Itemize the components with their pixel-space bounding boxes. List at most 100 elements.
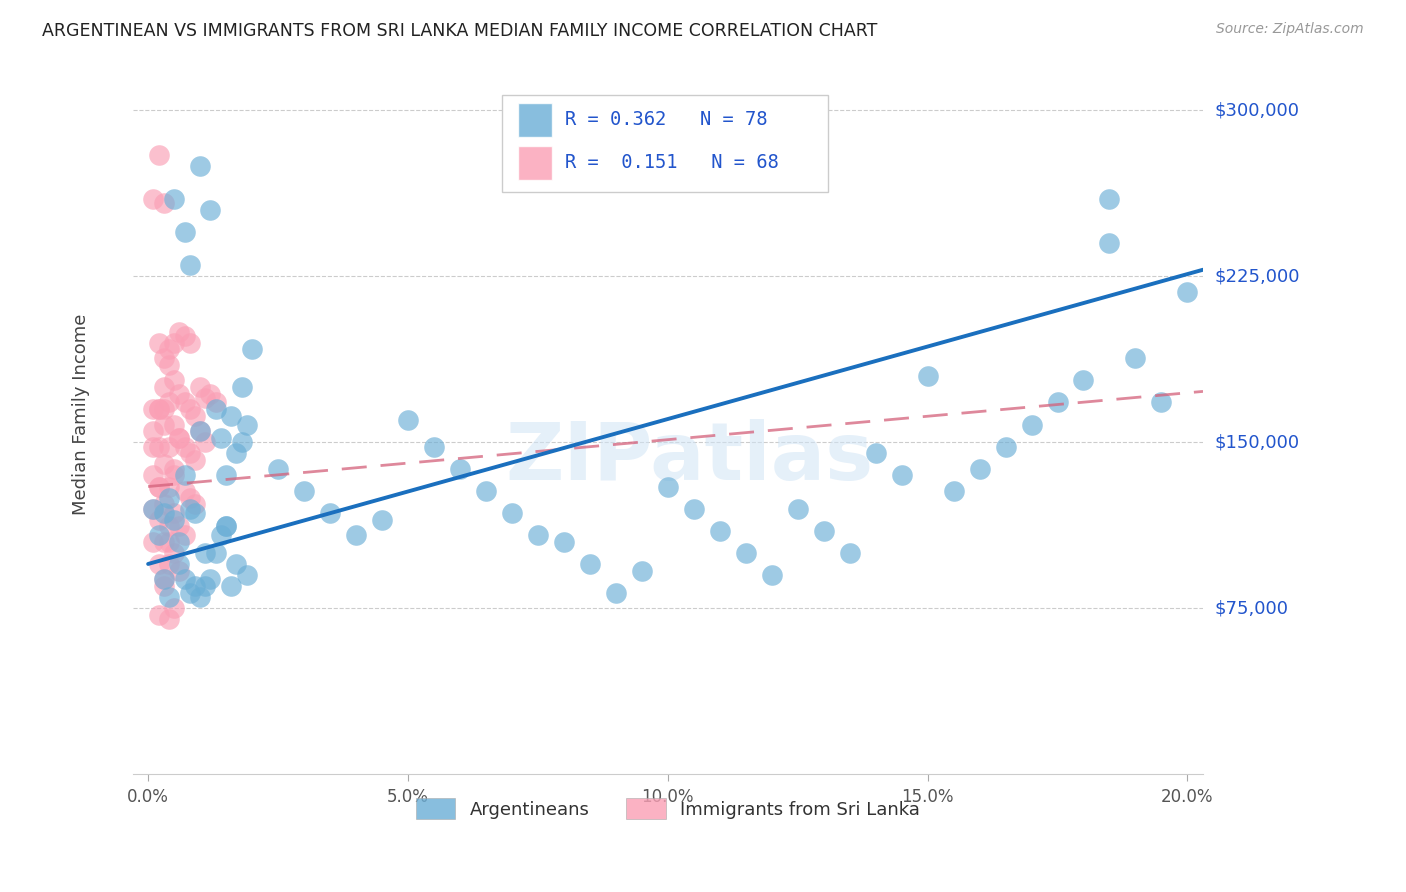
Point <box>142 501 165 516</box>
Point <box>152 497 174 511</box>
Point <box>142 402 165 417</box>
Point <box>1125 351 1147 366</box>
Point <box>152 417 174 432</box>
Point <box>225 446 247 460</box>
Point <box>188 159 211 173</box>
Point <box>194 546 217 560</box>
Point <box>173 395 195 409</box>
Text: R = 0.362   N = 78: R = 0.362 N = 78 <box>565 111 768 129</box>
Point <box>215 468 238 483</box>
Point <box>236 417 259 432</box>
Point <box>142 501 165 516</box>
Point <box>148 147 170 161</box>
Point <box>169 564 191 578</box>
Point <box>179 446 201 460</box>
Point <box>734 546 756 560</box>
Point <box>157 491 180 505</box>
Point <box>1177 285 1199 299</box>
Point <box>152 458 174 472</box>
Point <box>184 453 207 467</box>
Point <box>157 534 180 549</box>
Point <box>173 468 195 483</box>
Point <box>194 435 217 450</box>
Point <box>942 483 965 498</box>
Point <box>579 557 602 571</box>
Point <box>194 579 217 593</box>
Point <box>169 386 191 401</box>
Point <box>169 431 191 445</box>
Point <box>501 506 523 520</box>
Point <box>173 225 195 239</box>
Point <box>179 491 201 505</box>
Point <box>148 528 170 542</box>
Point <box>553 534 575 549</box>
Point <box>969 462 991 476</box>
Point <box>179 402 201 417</box>
Point <box>371 513 394 527</box>
Text: $150,000: $150,000 <box>1215 434 1299 451</box>
Point <box>1046 395 1069 409</box>
Point <box>219 579 242 593</box>
Point <box>163 462 186 476</box>
Text: $225,000: $225,000 <box>1215 268 1299 285</box>
Point <box>188 590 211 604</box>
Point <box>423 440 446 454</box>
Legend: Argentineans, Immigrants from Sri Lanka: Argentineans, Immigrants from Sri Lanka <box>409 791 927 826</box>
Point <box>142 468 165 483</box>
Point <box>890 468 912 483</box>
Point <box>163 513 186 527</box>
Point <box>173 440 195 454</box>
Point <box>157 395 180 409</box>
Point <box>157 343 180 357</box>
Point <box>152 196 174 211</box>
Point <box>994 440 1017 454</box>
Point <box>179 335 201 350</box>
FancyBboxPatch shape <box>517 145 553 180</box>
Point <box>169 431 191 445</box>
Point <box>236 568 259 582</box>
Point <box>184 579 207 593</box>
Point <box>157 612 180 626</box>
Point <box>179 585 201 599</box>
Point <box>709 524 731 538</box>
Point <box>231 380 253 394</box>
Point <box>1021 417 1043 432</box>
Point <box>449 462 471 476</box>
Point <box>319 506 342 520</box>
Point <box>865 446 887 460</box>
Point <box>163 192 186 206</box>
Point <box>163 373 186 387</box>
Text: R =  0.151   N = 68: R = 0.151 N = 68 <box>565 153 779 172</box>
Point <box>188 424 211 438</box>
Point <box>184 409 207 423</box>
Point <box>152 506 174 520</box>
Text: Median Family Income: Median Family Income <box>72 314 90 516</box>
Point <box>215 519 238 533</box>
Point <box>188 424 211 438</box>
Point <box>169 325 191 339</box>
Point <box>163 468 186 483</box>
Point <box>917 368 939 383</box>
Point <box>188 380 211 394</box>
Point <box>157 479 180 493</box>
Point <box>786 501 808 516</box>
Point <box>200 573 222 587</box>
Point <box>148 513 170 527</box>
Point <box>148 479 170 493</box>
Point <box>179 258 201 272</box>
Point <box>163 506 186 520</box>
Point <box>204 402 226 417</box>
Point <box>219 409 242 423</box>
Point <box>157 358 180 372</box>
Text: Source: ZipAtlas.com: Source: ZipAtlas.com <box>1216 22 1364 37</box>
Point <box>148 440 170 454</box>
Point <box>152 402 174 417</box>
FancyBboxPatch shape <box>517 103 553 137</box>
Point <box>231 435 253 450</box>
Point <box>148 479 170 493</box>
Point <box>152 380 174 394</box>
Point <box>173 329 195 343</box>
Point <box>761 568 783 582</box>
Point <box>152 573 174 587</box>
Point <box>148 402 170 417</box>
